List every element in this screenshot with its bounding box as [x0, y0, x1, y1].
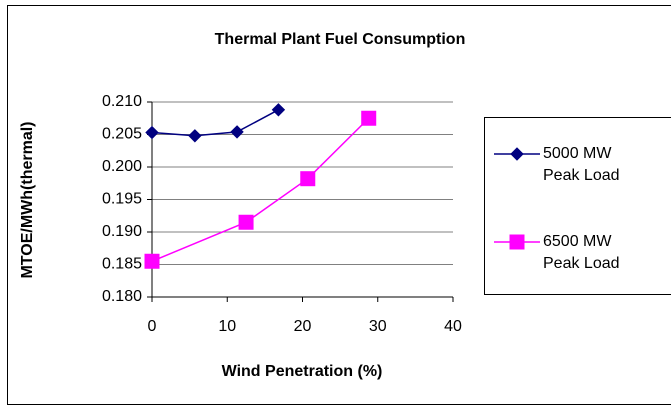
- legend-label: 6500 MW Peak Load: [543, 233, 620, 272]
- y-tick-label: 0.200: [102, 158, 142, 175]
- x-tick-label: 0: [148, 318, 157, 335]
- series-line: [151, 109, 279, 137]
- x-tick-label: 40: [444, 318, 462, 335]
- square-marker: [238, 214, 254, 230]
- square-marker: [509, 234, 525, 250]
- y-tick-label: 0.205: [102, 126, 142, 143]
- x-tick-label: 10: [218, 318, 236, 335]
- y-axis-title: MTOE/MWh(thermal): [19, 121, 36, 278]
- diamond-marker: [188, 129, 202, 143]
- y-tick-label: 0.190: [102, 223, 142, 240]
- diamond-marker: [145, 125, 159, 140]
- x-tick-label: 20: [294, 318, 312, 335]
- y-tick-label: 0.185: [102, 256, 142, 273]
- y-tick-label: 0.195: [102, 191, 142, 208]
- diamond-marker: [271, 103, 286, 117]
- x-tick-label: 30: [369, 318, 387, 335]
- legend-label: 5000 MW Peak Load: [543, 145, 620, 184]
- chart-title: Thermal Plant Fuel Consumption: [215, 31, 466, 48]
- diamond-marker: [510, 147, 524, 161]
- square-marker: [361, 110, 377, 126]
- y-tick-label: 0.210: [102, 93, 142, 110]
- square-marker: [300, 171, 316, 187]
- diamond-marker: [230, 125, 244, 139]
- series-line: [151, 117, 370, 262]
- y-tick-label: 0.180: [102, 288, 142, 305]
- legend-box: [484, 117, 671, 295]
- x-axis-title: Wind Penetration (%): [222, 363, 383, 380]
- square-marker: [144, 253, 160, 269]
